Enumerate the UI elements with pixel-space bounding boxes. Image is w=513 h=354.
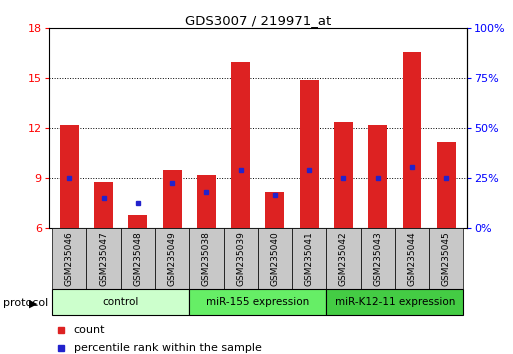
Text: count: count [74,325,105,335]
Bar [231,62,250,228]
Bar [52,228,86,289]
Text: GSM235048: GSM235048 [133,232,142,286]
Bar [258,228,292,289]
Bar [155,228,189,289]
Text: GSM235039: GSM235039 [236,232,245,286]
Text: protocol: protocol [3,298,48,308]
Bar [292,228,326,289]
Bar [429,228,463,289]
Bar [163,170,182,228]
Bar [52,289,189,315]
Bar [403,52,421,228]
Text: percentile rank within the sample: percentile rank within the sample [74,343,262,353]
Text: miR-K12-11 expression: miR-K12-11 expression [334,297,455,307]
Bar [334,122,353,228]
Bar [300,80,319,228]
Bar [189,228,224,289]
Bar [197,175,216,228]
Text: GSM235041: GSM235041 [305,232,313,286]
Bar [266,192,284,228]
Text: GSM235040: GSM235040 [270,232,280,286]
Bar [361,228,395,289]
Text: miR-155 expression: miR-155 expression [206,297,309,307]
Bar [368,125,387,228]
Text: control: control [103,297,139,307]
Text: GSM235045: GSM235045 [442,232,451,286]
Text: GSM235042: GSM235042 [339,232,348,286]
Text: GSM235038: GSM235038 [202,232,211,286]
Bar [326,228,361,289]
Bar [94,182,113,228]
Bar [128,215,147,228]
Bar [224,228,258,289]
Text: GSM235046: GSM235046 [65,232,74,286]
Bar [189,289,326,315]
Text: ▶: ▶ [29,298,37,308]
Text: GSM235044: GSM235044 [407,232,417,286]
Text: GSM235047: GSM235047 [99,232,108,286]
Title: GDS3007 / 219971_at: GDS3007 / 219971_at [185,14,331,27]
Text: GSM235043: GSM235043 [373,232,382,286]
Bar [437,142,456,228]
Bar [326,289,463,315]
Bar [60,125,78,228]
Bar [395,228,429,289]
Bar [121,228,155,289]
Text: GSM235049: GSM235049 [168,232,176,286]
Bar [86,228,121,289]
